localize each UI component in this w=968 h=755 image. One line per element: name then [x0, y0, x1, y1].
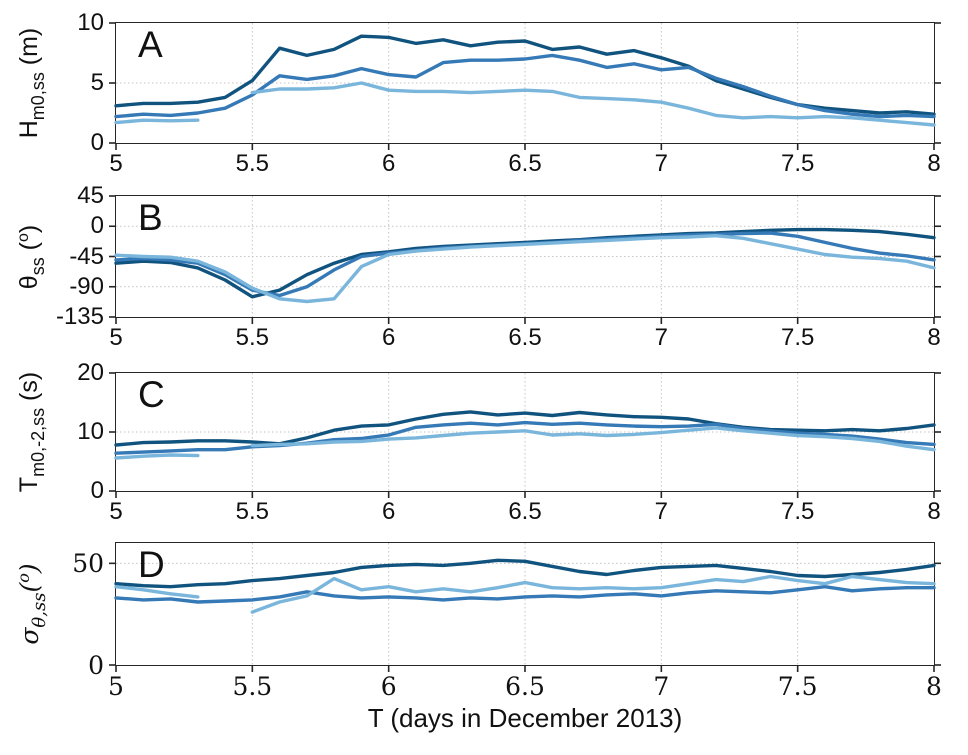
x-tick-label: 8 [927, 150, 941, 177]
x-tick-label: 6.5 [508, 324, 542, 351]
x-tick-label: 8 [926, 672, 942, 701]
series-medium-blue-line [114, 585, 936, 604]
x-tick-label: 5.5 [232, 672, 273, 701]
panel-letter-a: A [138, 24, 163, 65]
x-tick-label: 6 [380, 672, 397, 701]
x-tick-label: 5 [109, 324, 123, 351]
y-tick-label: 5 [90, 69, 104, 96]
x-tick-label: 6.5 [508, 498, 542, 525]
y-tick-label: 0 [90, 129, 104, 156]
x-tick-label: 6 [381, 324, 396, 351]
panel-b-wave-direction: θss (o) B 5 5.5 6 6.5 7 7.5 8 -135 -90 -45 0 45 [0, 182, 968, 351]
x-tick-label: 5.5 [235, 150, 270, 177]
x-tick-label: 8 [927, 324, 941, 351]
y-tick-label: -135 [55, 303, 104, 330]
panel-letter-c: C [138, 374, 165, 415]
panel-c-wave-period: Tm0,-2,ss (s) C 5 5.5 6 6.5 7 7.5 8 0 10 20 [0, 359, 968, 525]
series-dark-blue-line [114, 410, 936, 447]
series-light-blue-line [114, 234, 936, 304]
x-tick-label: 8 [927, 498, 941, 525]
x-tick-label: 7 [654, 498, 668, 525]
x-tick-label: 7 [653, 672, 670, 701]
y-tick-label: 20 [77, 359, 104, 386]
y-tick-label: -90 [69, 272, 104, 300]
plot-area-d: D [109, 542, 941, 672]
panel-d-directional-spread: σθ,ss(o) D 5 5.5 6 6.5 7 7.5 8 0 50 [0, 542, 968, 701]
x-tick-label: 7.5 [780, 498, 815, 525]
y-tick-label: 0 [90, 477, 104, 504]
y-tick-label: 10 [77, 9, 104, 36]
y-tick-label: 45 [77, 182, 104, 209]
y-tick-label: 50 [72, 549, 104, 579]
y-label-base: σ [15, 627, 44, 645]
panel-a-wave-height: Hm0,ss (m) A 5 5.5 6 6.5 7 7.5 8 0 5 10 [0, 9, 968, 177]
panel-letter-b: B [138, 197, 163, 238]
x-tick-label: 6 [381, 498, 396, 525]
x-tick-label: 5.5 [235, 324, 270, 351]
series-medium-blue-line [114, 53, 936, 119]
series-light-blue-line [114, 81, 936, 127]
y-tick-label: 0 [88, 651, 104, 680]
plot-area-c: C [109, 372, 941, 498]
x-tick-label: 7 [654, 150, 668, 177]
y-tick-label: -45 [69, 242, 104, 270]
y-tick-label: 0 [90, 212, 104, 240]
series-light-blue-line [114, 574, 936, 614]
x-tick-label: 7.5 [777, 672, 818, 701]
x-tick-label: 5 [109, 498, 123, 525]
y-label-subscript: θ,ss [29, 592, 50, 628]
plot-area-b: B [109, 195, 941, 324]
x-tick-label: 7.5 [780, 324, 815, 351]
x-tick-label: 5 [109, 150, 123, 177]
y-label-unit: ( [15, 582, 44, 593]
x-tick-label: 7 [654, 324, 668, 351]
series-dark-blue-line [114, 558, 936, 589]
x-tick-label: 6.5 [505, 672, 545, 701]
x-axis-label: T (days in December 2013) [367, 703, 683, 733]
panel-letter-d: D [138, 544, 165, 585]
x-tick-label: 5.5 [235, 498, 270, 525]
x-tick-label: 6 [381, 150, 396, 177]
y-tick-label: 10 [77, 418, 104, 445]
x-tick-label: 5 [108, 672, 124, 701]
series-light-blue-line [114, 426, 936, 460]
plot-area-a: A [109, 22, 941, 150]
x-tick-label: 7.5 [780, 150, 815, 177]
x-tick-label: 6.5 [508, 150, 542, 177]
